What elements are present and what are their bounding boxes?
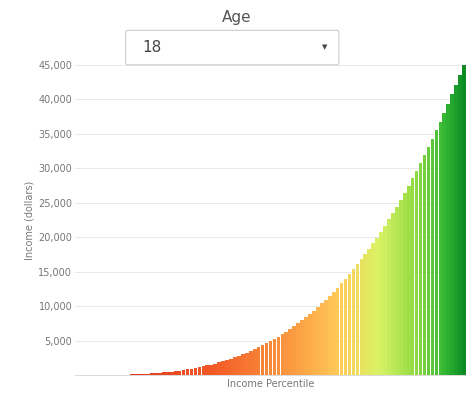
Bar bbox=[225, 360, 229, 375]
Bar bbox=[284, 332, 288, 375]
Bar bbox=[379, 232, 383, 375]
Bar bbox=[395, 207, 399, 375]
X-axis label: Income Percentile: Income Percentile bbox=[227, 379, 314, 389]
Bar bbox=[442, 113, 446, 375]
Bar bbox=[458, 75, 462, 375]
Bar bbox=[142, 374, 146, 375]
Text: Age: Age bbox=[222, 10, 252, 25]
Bar bbox=[218, 362, 221, 375]
Bar bbox=[150, 373, 154, 375]
Bar bbox=[210, 364, 213, 375]
Bar bbox=[344, 279, 347, 375]
Bar bbox=[289, 329, 292, 375]
Bar bbox=[190, 369, 193, 375]
Bar bbox=[257, 347, 261, 375]
Bar bbox=[438, 122, 442, 375]
Bar bbox=[269, 341, 273, 375]
Bar bbox=[320, 303, 324, 375]
Bar bbox=[245, 353, 249, 375]
Bar bbox=[198, 367, 201, 375]
Bar bbox=[387, 220, 391, 375]
Bar bbox=[367, 249, 371, 375]
Bar bbox=[399, 200, 402, 375]
Bar bbox=[324, 300, 328, 375]
Y-axis label: Income (dollars): Income (dollars) bbox=[24, 180, 34, 260]
Bar bbox=[201, 367, 205, 375]
Bar bbox=[430, 139, 434, 375]
Bar bbox=[423, 156, 426, 375]
Bar bbox=[447, 104, 450, 375]
Bar bbox=[435, 130, 438, 375]
Bar bbox=[359, 260, 363, 375]
Bar bbox=[427, 147, 430, 375]
Bar bbox=[130, 374, 134, 375]
Bar bbox=[391, 213, 395, 375]
Bar bbox=[316, 307, 319, 375]
Bar bbox=[206, 365, 209, 375]
Bar bbox=[277, 337, 280, 375]
Bar bbox=[237, 356, 241, 375]
Bar bbox=[415, 171, 419, 375]
Bar bbox=[450, 94, 454, 375]
Bar bbox=[162, 373, 166, 375]
Bar bbox=[375, 238, 379, 375]
Bar bbox=[174, 371, 178, 375]
Bar bbox=[371, 243, 375, 375]
Bar bbox=[261, 345, 264, 375]
Bar bbox=[135, 374, 138, 375]
Text: 18: 18 bbox=[142, 40, 162, 55]
Bar bbox=[296, 323, 300, 375]
Bar bbox=[332, 292, 336, 375]
Bar bbox=[182, 370, 185, 375]
Bar bbox=[312, 311, 316, 375]
Bar bbox=[347, 274, 351, 375]
Bar bbox=[407, 186, 410, 375]
Bar bbox=[253, 350, 256, 375]
Bar bbox=[154, 373, 158, 375]
Bar bbox=[221, 361, 225, 375]
Bar bbox=[462, 65, 466, 375]
Bar bbox=[411, 178, 414, 375]
Bar bbox=[265, 343, 268, 375]
Bar bbox=[194, 368, 197, 375]
Bar bbox=[158, 373, 162, 375]
Bar bbox=[364, 254, 367, 375]
Bar bbox=[340, 283, 343, 375]
Bar bbox=[308, 314, 312, 375]
Bar bbox=[304, 317, 308, 375]
Bar bbox=[328, 296, 331, 375]
Bar bbox=[419, 163, 422, 375]
Bar bbox=[292, 326, 296, 375]
Bar bbox=[352, 269, 355, 375]
Bar bbox=[383, 226, 387, 375]
Bar bbox=[336, 288, 339, 375]
Bar bbox=[281, 334, 284, 375]
Bar bbox=[403, 193, 407, 375]
Bar bbox=[454, 85, 458, 375]
Text: ▼: ▼ bbox=[322, 45, 328, 51]
Bar bbox=[138, 374, 142, 375]
Bar bbox=[170, 371, 173, 375]
Bar bbox=[249, 351, 253, 375]
Bar bbox=[213, 364, 217, 375]
Bar bbox=[146, 374, 150, 375]
Bar bbox=[233, 357, 237, 375]
Bar bbox=[241, 354, 245, 375]
Bar bbox=[229, 359, 233, 375]
Bar bbox=[301, 320, 304, 375]
Bar bbox=[356, 264, 359, 375]
Bar bbox=[186, 369, 190, 375]
Bar bbox=[178, 371, 182, 375]
Bar bbox=[273, 339, 276, 375]
Bar bbox=[166, 372, 170, 375]
